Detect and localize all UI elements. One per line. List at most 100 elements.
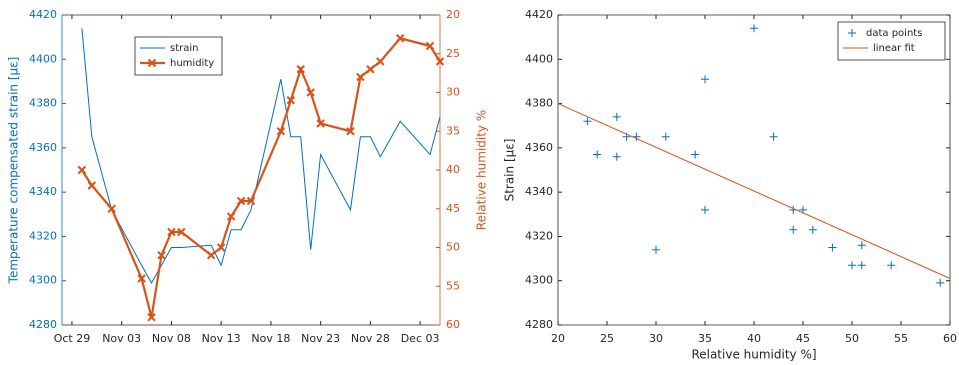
x-tick-label: 30 bbox=[649, 332, 663, 345]
data-point bbox=[828, 243, 837, 252]
data-point bbox=[425, 41, 435, 51]
legend-label: humidity bbox=[170, 58, 214, 69]
data-point bbox=[246, 196, 256, 206]
y-tick-label: 4400 bbox=[525, 52, 553, 65]
legend-box bbox=[837, 21, 946, 61]
x-tick-label: 55 bbox=[894, 332, 908, 345]
legend-swatch bbox=[848, 29, 856, 37]
series-line bbox=[80, 37, 441, 318]
x-tick-label: Nov 13 bbox=[202, 332, 241, 345]
data-point bbox=[769, 132, 778, 141]
data-point bbox=[583, 117, 592, 126]
y2-tick-label: 30 bbox=[446, 86, 460, 99]
x-tick-label: 25 bbox=[600, 332, 614, 345]
data-point bbox=[276, 127, 286, 136]
x-tick-label: Nov 28 bbox=[351, 332, 390, 345]
x-axis-label: Relative humidity %] bbox=[691, 348, 816, 362]
data-point bbox=[356, 72, 365, 82]
legend-label: data points bbox=[866, 28, 922, 39]
data-point bbox=[177, 227, 186, 237]
data-point bbox=[632, 132, 641, 141]
y-tick-label: 4320 bbox=[29, 229, 57, 242]
data-point bbox=[435, 57, 445, 66]
data-point bbox=[789, 225, 798, 234]
x-tick-label: 50 bbox=[845, 332, 859, 345]
y-tick-label: 4400 bbox=[29, 52, 57, 65]
x-tick-label: 60 bbox=[943, 332, 957, 345]
data-point bbox=[147, 313, 156, 322]
legend-label: strain bbox=[170, 43, 199, 54]
data-point bbox=[936, 278, 945, 287]
data-point bbox=[593, 150, 602, 159]
data-point bbox=[366, 65, 375, 74]
y-tick-label: 4340 bbox=[525, 185, 553, 198]
data-point bbox=[857, 261, 866, 270]
data-point bbox=[652, 245, 660, 254]
y2-axis-label: Relative humidity % bbox=[475, 110, 489, 230]
y2-tick-label: 40 bbox=[446, 163, 460, 176]
y-tick-label: 4360 bbox=[525, 141, 553, 154]
data-point bbox=[167, 227, 176, 237]
data-point bbox=[396, 34, 405, 43]
data-point bbox=[286, 96, 295, 105]
y-tick-label: 4300 bbox=[29, 274, 57, 287]
data-point bbox=[691, 150, 700, 159]
data-point bbox=[376, 57, 385, 66]
x-tick-label: Nov 18 bbox=[251, 332, 290, 345]
data-point bbox=[346, 127, 355, 136]
y-tick-label: 4320 bbox=[525, 229, 553, 242]
series-line bbox=[557, 103, 951, 279]
legend-swatch bbox=[147, 58, 157, 68]
y2-tick-label: 55 bbox=[446, 279, 460, 292]
data-point bbox=[216, 243, 226, 252]
y2-tick-label: 35 bbox=[446, 124, 460, 137]
data-point bbox=[750, 24, 758, 33]
data-point bbox=[137, 274, 146, 283]
y2-tick-label: 50 bbox=[446, 241, 460, 254]
y-tick-label: 4420 bbox=[29, 8, 57, 21]
data-point bbox=[316, 119, 325, 128]
data-point bbox=[107, 204, 116, 213]
y-tick-label: 4280 bbox=[525, 318, 553, 331]
x-tick-label: 20 bbox=[551, 332, 565, 345]
x-tick-label: Dec 03 bbox=[401, 332, 440, 345]
data-point bbox=[887, 261, 896, 270]
data-point bbox=[808, 225, 817, 234]
data-point bbox=[306, 88, 315, 97]
y-tick-label: 4280 bbox=[29, 318, 57, 331]
x-tick-label: 45 bbox=[796, 332, 810, 345]
x-tick-label: Oct 29 bbox=[54, 332, 91, 345]
y-tick-label: 4380 bbox=[29, 97, 57, 110]
data-point bbox=[612, 112, 621, 121]
x-tick-label: 35 bbox=[698, 332, 712, 345]
data-point bbox=[87, 181, 97, 190]
y-axis-label: Strain [με] bbox=[503, 139, 517, 202]
legend-label: linear fit bbox=[873, 43, 915, 54]
y-tick-label: 4300 bbox=[525, 274, 553, 287]
data-point bbox=[701, 205, 709, 214]
y2-tick-label: 20 bbox=[446, 8, 460, 21]
y-tick-label: 4380 bbox=[525, 97, 553, 110]
y-tick-label: 4420 bbox=[525, 8, 553, 21]
data-point bbox=[157, 251, 166, 260]
data-point bbox=[296, 65, 305, 74]
y-tick-label: 4340 bbox=[29, 185, 57, 198]
data-point bbox=[77, 165, 87, 175]
data-point bbox=[661, 132, 670, 141]
data-point bbox=[857, 241, 866, 250]
y2-tick-label: 60 bbox=[446, 318, 460, 331]
data-point bbox=[848, 261, 856, 270]
y-axis-label: Temperature compensated strain [με] bbox=[7, 57, 21, 285]
data-point bbox=[701, 75, 709, 84]
y-tick-label: 4360 bbox=[29, 141, 57, 154]
y2-tick-label: 25 bbox=[446, 47, 460, 60]
x-tick-label: 40 bbox=[747, 332, 761, 345]
legend-box bbox=[134, 36, 223, 76]
x-tick-label: Nov 08 bbox=[152, 332, 191, 345]
data-point bbox=[226, 212, 236, 221]
x-tick-label: Nov 03 bbox=[102, 332, 141, 345]
data-point bbox=[207, 251, 216, 260]
y2-tick-label: 45 bbox=[446, 202, 460, 215]
series-line bbox=[81, 28, 441, 284]
